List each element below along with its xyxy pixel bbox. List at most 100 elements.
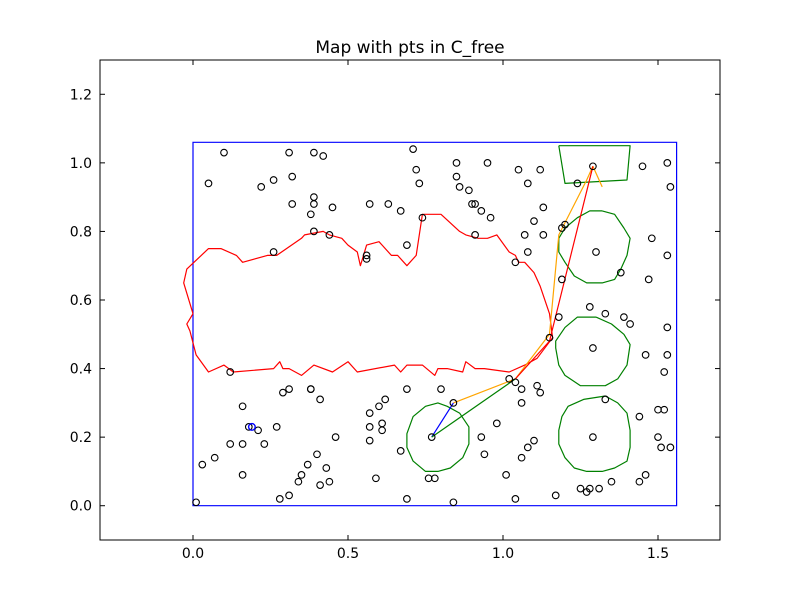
sample-point: [396, 447, 405, 455]
sample-point: [449, 498, 458, 507]
sample-point: [644, 275, 653, 284]
sample-point: [635, 412, 644, 421]
sample-point: [279, 388, 287, 397]
sample-point: [449, 399, 458, 407]
sample-point: [365, 423, 374, 431]
sample-point: [269, 248, 278, 256]
sample-point: [468, 200, 476, 208]
sample-point: [365, 409, 374, 417]
sample-point: [666, 443, 675, 452]
sample-point: [365, 436, 374, 445]
obstacle-2: [558, 145, 631, 184]
sample-point: [424, 474, 433, 483]
sample-point: [238, 402, 247, 411]
sample-point: [294, 477, 303, 486]
plot-marks: [183, 141, 678, 507]
sample-point: [403, 385, 411, 393]
sample-point: [378, 419, 386, 428]
sample-point: [471, 200, 479, 208]
sample-point: [558, 275, 566, 284]
sample-point: [418, 213, 427, 222]
sample-point: [244, 423, 253, 431]
sample-point: [365, 200, 374, 208]
path-line-4: [431, 378, 516, 438]
sample-point: [269, 176, 278, 184]
y-tick-label: 0.8: [70, 224, 92, 240]
sample-point: [430, 474, 439, 483]
x-tick-label: 1.5: [647, 546, 669, 562]
sample-point: [601, 309, 610, 318]
sample-point: [607, 477, 616, 486]
sample-point: [511, 258, 520, 267]
sample-point: [595, 484, 603, 493]
sample-point: [396, 207, 405, 215]
sample-point: [647, 234, 656, 243]
sample-point: [523, 248, 532, 256]
axis-ticks: 0.0 0.5 1.0 1.5 0.0 0.2 0.4 0.6 0.8 1.0 1.2: [70, 60, 720, 562]
sample-point: [319, 152, 328, 160]
sample-point: [530, 217, 538, 225]
sample-point: [554, 313, 563, 321]
sample-point: [660, 368, 669, 376]
sample-point: [502, 471, 510, 479]
sample-point: [663, 351, 672, 359]
sample-point: [362, 255, 371, 263]
sample-point: [226, 368, 235, 376]
sample-point: [313, 450, 321, 459]
sample-point: [275, 495, 284, 503]
sample-point: [272, 423, 281, 431]
sample-point: [325, 477, 334, 486]
sample-point: [303, 460, 312, 469]
sample-point: [589, 344, 597, 352]
y-tick-label: 0.0: [70, 499, 92, 515]
sample-point: [585, 303, 594, 311]
sample-point: [517, 399, 526, 407]
sample-point: [471, 231, 479, 239]
sample-point: [285, 385, 293, 393]
sample-point: [517, 385, 526, 393]
sample-point: [254, 426, 262, 435]
sample-point: [530, 436, 538, 445]
sample-point: [306, 210, 315, 219]
sample-point: [310, 193, 318, 201]
obstacle-1: [183, 213, 554, 376]
sample-point: [561, 220, 569, 229]
sample-point: [654, 433, 662, 441]
sample-point: [520, 231, 529, 239]
sample-point: [412, 165, 421, 174]
sample-point: [536, 388, 545, 397]
x-tick-label: 0.5: [337, 546, 359, 562]
sample-point: [523, 443, 532, 452]
sample-point: [285, 491, 293, 500]
sample-point: [663, 159, 672, 167]
sample-point: [576, 484, 585, 493]
sample-point: [257, 183, 266, 191]
sample-point: [641, 351, 650, 359]
sample-point: [316, 481, 324, 489]
sample-point: [378, 426, 386, 435]
path-line-3: [431, 402, 454, 438]
workspace-boundary: [192, 141, 678, 507]
sample-point: [328, 203, 337, 212]
sample-point: [616, 268, 625, 277]
sample-point: [641, 471, 650, 479]
sample-point: [452, 172, 461, 181]
sample-point: [517, 453, 526, 462]
sample-point: [437, 385, 445, 393]
sample-point: [220, 148, 228, 157]
sample-point: [663, 323, 672, 332]
sample-point: [483, 159, 492, 167]
sample-point: [539, 203, 548, 212]
obstacle-5: [558, 395, 631, 472]
sample-point: [238, 471, 247, 479]
sample-point: [415, 179, 424, 188]
sample-point: [381, 395, 390, 404]
y-tick-label: 0.2: [70, 430, 92, 446]
sample-point: [455, 183, 464, 191]
sample-point: [285, 148, 293, 157]
sample-point: [316, 395, 324, 404]
sample-point: [322, 464, 331, 472]
sample-point: [288, 200, 297, 208]
